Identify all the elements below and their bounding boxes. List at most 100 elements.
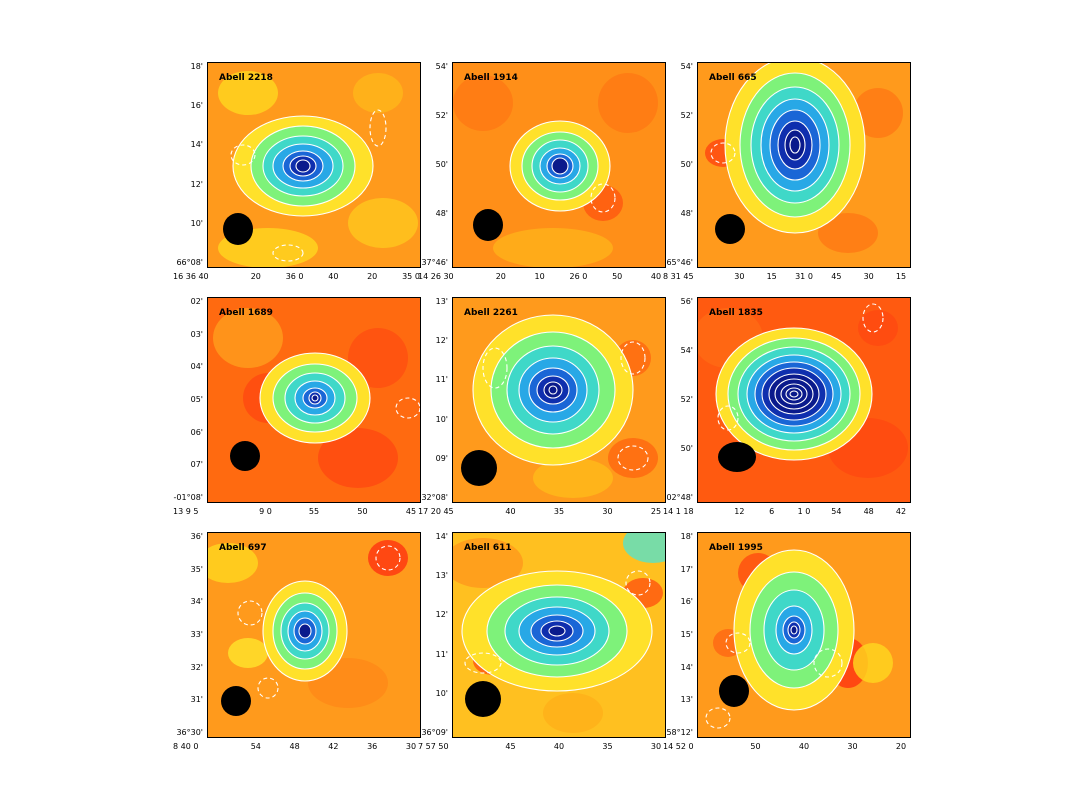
x-tick-label: 30 <box>847 742 858 751</box>
x-tick-label: 31 0 <box>795 272 813 281</box>
y-tick-label: 16' <box>680 597 693 607</box>
negative-contour <box>862 303 884 333</box>
positive-contour <box>536 375 570 405</box>
x-tick-label: 45 <box>831 272 842 281</box>
positive-contour <box>528 367 578 413</box>
background-structure <box>493 228 613 267</box>
x-tick-label: 36 <box>367 742 378 751</box>
y-tick-label: 06' <box>190 427 203 437</box>
negative-contour <box>705 707 731 729</box>
y-tick-label: 36' <box>190 532 203 541</box>
background-structure <box>533 458 613 498</box>
x-tick-label: 35 <box>602 742 613 751</box>
y-tick-label: 10' <box>435 414 448 424</box>
background-structure <box>208 543 258 583</box>
y-tick-label: 52' <box>680 111 693 120</box>
y-tick-label: 54' <box>680 62 693 71</box>
y-tick-label: 65°46' <box>666 258 693 267</box>
map-frame <box>697 532 911 738</box>
negative-contour <box>375 545 401 571</box>
negative-contour <box>625 570 651 596</box>
positive-contour <box>259 352 371 444</box>
positive-contour <box>250 125 356 207</box>
x-tick-label: 20 <box>250 272 261 281</box>
panel-title: Abell 1995 <box>709 543 763 553</box>
y-tick-label: -01°08' <box>173 493 203 502</box>
negative-contour <box>725 632 751 654</box>
positive-contour <box>774 378 814 410</box>
background-structure <box>598 73 658 133</box>
positive-contour <box>518 357 588 423</box>
y-tick-label: 36°30' <box>176 728 203 737</box>
background-structure <box>453 538 523 588</box>
positive-contour <box>763 589 825 671</box>
panel-title: Abell 2218 <box>219 73 273 83</box>
y-tick-label: 12' <box>435 336 448 346</box>
positive-contour <box>294 380 336 416</box>
y-tick-label: 37°46' <box>421 258 448 267</box>
background-structure <box>853 643 893 683</box>
beam-ellipse <box>461 450 497 486</box>
background-structure <box>853 88 903 138</box>
background-structure <box>348 198 418 248</box>
x-tick-label: 15 <box>895 272 907 281</box>
negative-contour <box>710 142 736 164</box>
positive-contour <box>504 596 610 666</box>
positive-contour <box>272 363 358 433</box>
positive-contour <box>727 337 861 451</box>
y-tick-label: 54' <box>435 62 448 71</box>
positive-contour <box>298 623 312 639</box>
radio-map-svg <box>453 298 665 502</box>
beam-ellipse <box>719 675 749 707</box>
positive-contour <box>543 381 563 399</box>
positive-contour <box>715 327 873 461</box>
x-tick-label: 30 <box>602 507 613 516</box>
negative-contour <box>230 144 256 166</box>
negative-contour <box>482 347 508 389</box>
positive-contour <box>777 120 813 170</box>
background-structure <box>228 638 268 668</box>
x-tick-label: 20 <box>895 742 907 751</box>
radio-map-svg <box>208 533 420 737</box>
positive-contour <box>782 615 806 645</box>
negative-contour <box>590 183 616 213</box>
radio-map-svg <box>453 63 665 267</box>
y-tick-label: 66°08' <box>176 258 203 267</box>
x-tick-label: 40 <box>650 272 662 281</box>
y-tick-label: 13' <box>435 571 448 581</box>
positive-contour <box>295 159 311 173</box>
y-tick-label: 33' <box>190 630 203 639</box>
positive-contour <box>787 621 801 639</box>
background-structure <box>213 308 283 368</box>
y-tick-label: 15' <box>680 630 693 639</box>
x-tick-label: 12 <box>734 507 745 516</box>
positive-contour <box>548 385 558 395</box>
y-tick-label: 14' <box>435 532 448 541</box>
negative-contour <box>395 397 420 419</box>
y-tick-label: 05' <box>190 395 203 404</box>
panel-title: Abell 1689 <box>219 308 273 318</box>
map-frame <box>452 62 666 268</box>
y-tick-label: 07' <box>190 460 203 470</box>
positive-contour <box>546 153 574 179</box>
x-tick-label: 13 9 5 <box>173 507 199 516</box>
positive-contour <box>490 331 616 449</box>
x-tick-label: 40 <box>798 742 810 751</box>
x-tick-label: 30 <box>405 742 417 751</box>
positive-contour <box>506 345 600 435</box>
map-frame <box>697 297 911 503</box>
map-frame <box>452 532 666 738</box>
positive-contour <box>461 570 653 692</box>
x-tick-label: 14 52 0 <box>663 742 694 751</box>
y-tick-label: 11' <box>435 649 448 659</box>
negative-contour <box>813 648 843 678</box>
panel-title: Abell 611 <box>464 543 512 553</box>
x-tick-label: 1 0 <box>797 507 811 516</box>
background-structure <box>218 71 278 115</box>
y-tick-label: 13' <box>435 297 448 306</box>
negative-contour <box>464 652 502 674</box>
beam-ellipse <box>221 686 251 716</box>
y-tick-label: 18' <box>190 62 203 71</box>
y-tick-label: 11' <box>435 375 448 385</box>
positive-contour <box>280 602 330 660</box>
